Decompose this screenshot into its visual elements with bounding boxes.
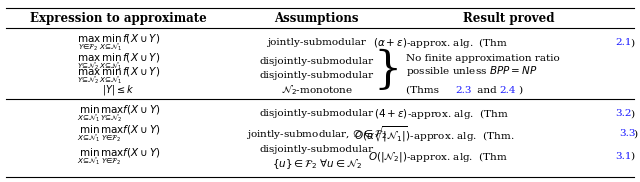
Text: disjointly-submodular: disjointly-submodular bbox=[260, 145, 374, 154]
Text: 3.3: 3.3 bbox=[619, 129, 636, 138]
Text: $\{u\} \in \mathcal{F}_2\; \forall u \in \mathcal{N}_2$: $\{u\} \in \mathcal{F}_2\; \forall u \in… bbox=[272, 157, 362, 171]
Text: $(\alpha + \varepsilon)$-approx. alg.  (Thm: $(\alpha + \varepsilon)$-approx. alg. (T… bbox=[373, 36, 509, 50]
Text: (Thms: (Thms bbox=[406, 86, 443, 95]
Text: 2.4: 2.4 bbox=[499, 86, 516, 95]
Text: 2.3: 2.3 bbox=[455, 86, 472, 95]
Text: $\max_{Y \subseteq \mathcal{N}_2} \min_{X \subseteq \mathcal{N}_1} f(X \cup Y)$: $\max_{Y \subseteq \mathcal{N}_2} \min_{… bbox=[77, 65, 160, 86]
Text: disjointly-submodular: disjointly-submodular bbox=[260, 57, 374, 66]
Text: jointly-submodular: jointly-submodular bbox=[268, 38, 366, 47]
Text: Assumptions: Assumptions bbox=[275, 12, 359, 25]
Text: ): ) bbox=[630, 152, 634, 161]
Text: No finite approximation ratio: No finite approximation ratio bbox=[406, 54, 560, 63]
Text: 2.1: 2.1 bbox=[616, 38, 632, 47]
Text: $\min_{X \subseteq \mathcal{N}_1} \max_{Y \subseteq \mathcal{N}_2} f(X \cup Y)$: $\min_{X \subseteq \mathcal{N}_1} \max_{… bbox=[77, 103, 160, 124]
Text: $O(|\mathcal{N}_2|)$-approx. alg.  (Thm: $O(|\mathcal{N}_2|)$-approx. alg. (Thm bbox=[369, 150, 509, 163]
Text: $\max_{Y \subseteq \mathcal{N}_2} \min_{X \subseteq \mathcal{N}_1} f(X \cup Y)$: $\max_{Y \subseteq \mathcal{N}_2} \min_{… bbox=[77, 52, 160, 72]
Text: and: and bbox=[474, 86, 500, 95]
Text: $\min_{X \subseteq \mathcal{N}_1} \max_{Y \in \mathcal{F}_2} f(X \cup Y)$: $\min_{X \subseteq \mathcal{N}_1} \max_{… bbox=[77, 123, 160, 144]
Text: 3.1: 3.1 bbox=[616, 152, 632, 161]
Text: ): ) bbox=[518, 86, 522, 95]
Text: $|Y| \leq k$: $|Y| \leq k$ bbox=[102, 83, 134, 97]
Text: ): ) bbox=[634, 129, 637, 138]
Text: }: } bbox=[373, 49, 401, 92]
Text: $(4 + \varepsilon)$-approx. alg.  (Thm: $(4 + \varepsilon)$-approx. alg. (Thm bbox=[374, 107, 509, 121]
Text: Result proved: Result proved bbox=[463, 12, 554, 25]
Text: jointly-submodular, $\varnothing \in \mathcal{F}_2$: jointly-submodular, $\varnothing \in \ma… bbox=[246, 127, 387, 141]
Text: ): ) bbox=[630, 109, 634, 118]
Text: $\min_{X \subseteq \mathcal{N}_1} \max_{Y \in \mathcal{F}_2} f(X \cup Y)$: $\min_{X \subseteq \mathcal{N}_1} \max_{… bbox=[77, 146, 160, 167]
Text: $\mathcal{N}_2$-monotone: $\mathcal{N}_2$-monotone bbox=[281, 83, 353, 97]
Text: ): ) bbox=[630, 38, 634, 47]
Text: disjointly-submodular: disjointly-submodular bbox=[260, 71, 374, 80]
Text: Expression to approximate: Expression to approximate bbox=[30, 12, 207, 25]
Text: $\max_{Y \in \mathcal{F}_2} \min_{X \subseteq \mathcal{N}_1} f(X \cup Y)$: $\max_{Y \in \mathcal{F}_2} \min_{X \sub… bbox=[77, 32, 160, 53]
Text: $O(\alpha\sqrt{|\mathcal{N}_1|})$-approx. alg.  (Thm.: $O(\alpha\sqrt{|\mathcal{N}_1|})$-approx… bbox=[354, 124, 515, 144]
Text: disjointly-submodular: disjointly-submodular bbox=[260, 109, 374, 118]
Text: possible unless $BPP = NP$: possible unless $BPP = NP$ bbox=[406, 64, 538, 78]
Text: 3.2: 3.2 bbox=[616, 109, 632, 118]
